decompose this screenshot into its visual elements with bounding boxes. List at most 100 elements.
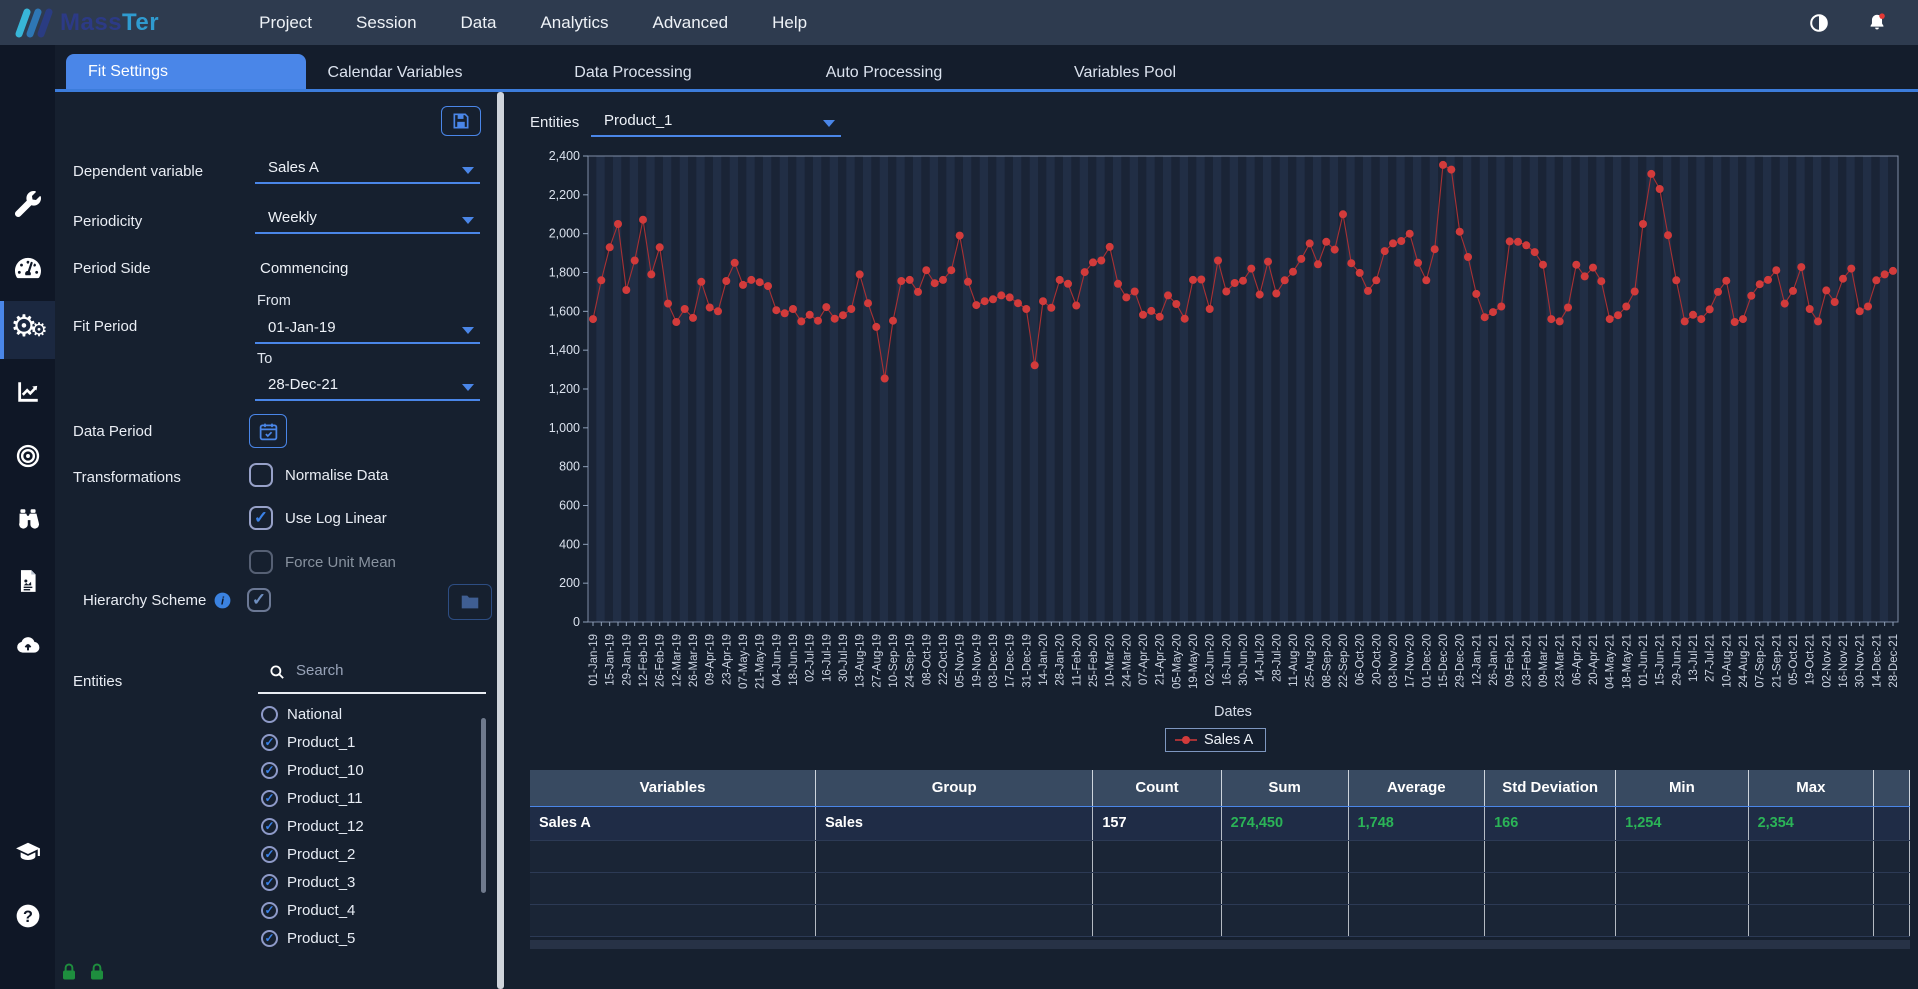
svg-text:05-Nov-19: 05-Nov-19 bbox=[955, 634, 967, 688]
entity-item-product_5[interactable]: ✓Product_5 bbox=[258, 924, 486, 952]
entity-checkbox[interactable]: ✓ bbox=[261, 846, 278, 863]
column-header-std-deviation[interactable]: Std Deviation bbox=[1485, 770, 1616, 806]
periodicity-dropdown[interactable]: Weekly bbox=[255, 206, 480, 234]
entity-search-box[interactable]: Search bbox=[258, 650, 486, 694]
tab-variables-pool[interactable]: Variables Pool bbox=[1074, 64, 1176, 82]
notifications-bell-icon[interactable] bbox=[1866, 12, 1888, 34]
hierarchy-scheme-checkbox-row: ✓ bbox=[247, 588, 271, 612]
panel-scrollbar[interactable] bbox=[497, 92, 504, 989]
chart-legend[interactable]: Sales A bbox=[1165, 728, 1266, 752]
cell-blank bbox=[1874, 806, 1910, 840]
table-horizontal-scrollbar[interactable] bbox=[530, 940, 1910, 949]
dependent-variable-dropdown[interactable]: Sales A bbox=[255, 156, 480, 184]
entities-list-scrollbar[interactable] bbox=[481, 718, 486, 893]
table-row[interactable]: Sales ASales157274,4501,7481661,2542,354 bbox=[530, 806, 1910, 840]
checkbox-normalise-data[interactable] bbox=[249, 463, 273, 487]
sidebar-item-target[interactable] bbox=[0, 427, 55, 485]
transformation-option-row: Normalise Data bbox=[249, 463, 388, 487]
svg-text:08-Sep-20: 08-Sep-20 bbox=[1321, 634, 1333, 688]
menu-item-session[interactable]: Session bbox=[356, 13, 416, 33]
chart-panel: Entities Product_1 02004006008001,0001,2… bbox=[505, 92, 1918, 989]
sidebar-item-line-chart[interactable] bbox=[0, 363, 55, 421]
menu-item-analytics[interactable]: Analytics bbox=[540, 13, 608, 33]
svg-text:29-Jan-19: 29-Jan-19 bbox=[621, 634, 633, 686]
svg-text:600: 600 bbox=[559, 499, 580, 513]
empty-cell bbox=[1748, 904, 1874, 936]
svg-text:13-Jul-21: 13-Jul-21 bbox=[1688, 634, 1700, 682]
sales-chart: 02004006008001,0001,2001,4001,6001,8002,… bbox=[518, 150, 1908, 712]
entity-checkbox[interactable]: ✓ bbox=[261, 790, 278, 807]
svg-text:23-Feb-21: 23-Feb-21 bbox=[1521, 634, 1533, 687]
menu-item-data[interactable]: Data bbox=[461, 13, 497, 33]
column-header-group[interactable]: Group bbox=[816, 770, 1093, 806]
fit-period-to-dropdown[interactable]: 28-Dec-21 bbox=[255, 373, 480, 401]
sidebar-item-help[interactable]: ? bbox=[0, 887, 55, 945]
menu-item-advanced[interactable]: Advanced bbox=[652, 13, 728, 33]
cell-average: 1,748 bbox=[1348, 806, 1485, 840]
empty-cell bbox=[1221, 840, 1348, 872]
entity-item-product_1[interactable]: ✓Product_1 bbox=[258, 728, 486, 756]
tab-calendar-variables[interactable]: Calendar Variables bbox=[328, 64, 463, 82]
hierarchy-folder-button[interactable] bbox=[448, 584, 492, 620]
save-settings-button[interactable] bbox=[441, 106, 481, 136]
entity-checkbox[interactable]: ✓ bbox=[261, 930, 278, 947]
entity-checkbox[interactable]: ✓ bbox=[261, 734, 278, 751]
lock-icon bbox=[60, 962, 78, 982]
transformations-label: Transformations bbox=[73, 469, 181, 486]
sidebar-item-cloud-upload[interactable] bbox=[0, 616, 55, 674]
checkbox-use-log-linear[interactable]: ✓ bbox=[249, 506, 273, 530]
svg-text:29-Jun-21: 29-Jun-21 bbox=[1671, 634, 1683, 686]
svg-text:200: 200 bbox=[559, 576, 580, 590]
entity-item-product_4[interactable]: ✓Product_4 bbox=[258, 896, 486, 924]
sidebar-item-gauge[interactable] bbox=[0, 239, 55, 297]
entity-item-national[interactable]: National bbox=[258, 700, 486, 728]
entity-checkbox[interactable]: ✓ bbox=[261, 762, 278, 779]
sidebar-item-binoculars[interactable] bbox=[0, 490, 55, 548]
column-header-sum[interactable]: Sum bbox=[1221, 770, 1348, 806]
sidebar-item-gears[interactable]: ⚙⚙ bbox=[0, 301, 55, 359]
theme-contrast-icon[interactable] bbox=[1808, 12, 1830, 34]
svg-text:11-Aug-20: 11-Aug-20 bbox=[1288, 634, 1300, 687]
empty-cell bbox=[1485, 872, 1616, 904]
tab-data-processing[interactable]: Data Processing bbox=[574, 64, 691, 82]
svg-text:01-Dec-20: 01-Dec-20 bbox=[1421, 634, 1433, 688]
column-header-average[interactable]: Average bbox=[1348, 770, 1485, 806]
hierarchy-scheme-checkbox[interactable]: ✓ bbox=[247, 588, 271, 612]
entity-checkbox[interactable]: ✓ bbox=[261, 874, 278, 891]
tab-auto-processing[interactable]: Auto Processing bbox=[826, 64, 943, 82]
legend-series-marker-icon bbox=[1175, 736, 1197, 744]
column-header-blank[interactable] bbox=[1874, 770, 1910, 806]
svg-text:16-Nov-21: 16-Nov-21 bbox=[1838, 634, 1850, 688]
fit-period-from-dropdown[interactable]: 01-Jan-19 bbox=[255, 316, 480, 344]
line-chart-svg[interactable]: 02004006008001,0001,2001,4001,6001,8002,… bbox=[518, 150, 1908, 712]
sidebar-item-report[interactable] bbox=[0, 552, 55, 610]
menu-item-help[interactable]: Help bbox=[772, 13, 807, 33]
entity-item-product_3[interactable]: ✓Product_3 bbox=[258, 868, 486, 896]
empty-cell bbox=[1093, 904, 1221, 936]
sidebar-item-graduation-cap[interactable] bbox=[0, 823, 55, 881]
entity-checkbox[interactable] bbox=[261, 706, 278, 723]
sidebar-item-wrench[interactable] bbox=[0, 175, 55, 233]
entity-checkbox[interactable]: ✓ bbox=[261, 818, 278, 835]
column-header-count[interactable]: Count bbox=[1093, 770, 1221, 806]
svg-text:1,800: 1,800 bbox=[549, 266, 580, 280]
entity-label: Product_10 bbox=[287, 762, 364, 779]
icon-sidebar: ⚙⚙? bbox=[0, 45, 55, 989]
column-header-variables[interactable]: Variables bbox=[530, 770, 816, 806]
period-side-value: Commencing bbox=[260, 260, 348, 277]
entity-item-product_12[interactable]: ✓Product_12 bbox=[258, 812, 486, 840]
entity-item-product_10[interactable]: ✓ Product_10 bbox=[258, 756, 486, 784]
entity-checkbox[interactable]: ✓ bbox=[261, 902, 278, 919]
chart-entities-dropdown[interactable]: Product_1 bbox=[591, 109, 841, 137]
entity-item-product_2[interactable]: ✓Product_2 bbox=[258, 840, 486, 868]
column-header-max[interactable]: Max bbox=[1748, 770, 1874, 806]
checkbox-force-unit-mean[interactable] bbox=[249, 550, 273, 574]
entity-item-product_11[interactable]: ✓Product_11 bbox=[258, 784, 486, 812]
info-icon[interactable]: i bbox=[213, 591, 232, 610]
data-period-calendar-button[interactable] bbox=[249, 414, 287, 448]
empty-cell bbox=[1485, 840, 1616, 872]
menu-item-project[interactable]: Project bbox=[259, 13, 312, 33]
checkbox-label: Use Log Linear bbox=[285, 510, 387, 527]
column-header-min[interactable]: Min bbox=[1616, 770, 1748, 806]
tab-fit-settings[interactable]: Fit Settings bbox=[66, 54, 306, 89]
